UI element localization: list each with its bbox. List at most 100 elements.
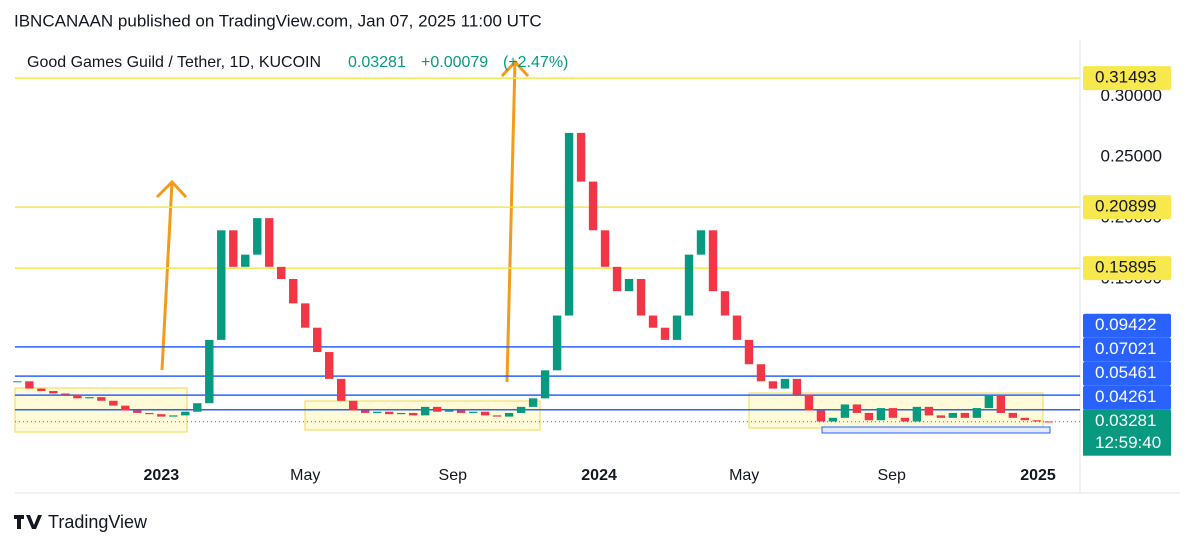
candle <box>13 381 22 383</box>
last-price-badge <box>1083 409 1171 456</box>
candle <box>337 378 346 401</box>
candle <box>804 394 814 411</box>
candle <box>576 132 586 182</box>
candle <box>73 394 82 399</box>
x-tick-label: Sep <box>439 467 468 484</box>
logo <box>14 515 42 529</box>
candle <box>61 393 70 395</box>
candle <box>540 370 550 399</box>
level-label: 0.20899 <box>1095 197 1156 216</box>
x-tick-label: 2023 <box>144 467 180 484</box>
candle <box>528 398 538 407</box>
candle <box>384 411 394 415</box>
candle <box>169 415 178 417</box>
last-price-label: 0.03281 <box>1095 411 1156 430</box>
brand: TradingView <box>48 512 148 532</box>
candle <box>217 230 226 340</box>
candle <box>145 412 154 415</box>
candle <box>504 412 514 417</box>
candle <box>564 132 574 316</box>
candle <box>361 410 370 413</box>
candle <box>121 405 130 411</box>
candle <box>157 414 166 417</box>
candle <box>960 412 970 418</box>
x-tick-label: Sep <box>877 467 906 484</box>
legend: Good Games Guild / Tether, 1D, KUCOIN 0.… <box>27 54 568 71</box>
level-label: 0.15895 <box>1095 258 1156 277</box>
candle <box>396 412 406 415</box>
candle <box>768 381 778 389</box>
candle <box>85 397 94 399</box>
level-label: 0.04261 <box>1095 387 1156 406</box>
x-tick-label: 2025 <box>1020 467 1056 484</box>
candle <box>492 415 502 417</box>
candle <box>972 408 982 418</box>
candle <box>660 327 670 340</box>
candle <box>193 403 202 412</box>
candle <box>756 364 766 382</box>
level-badge <box>1083 313 1171 338</box>
candle <box>133 410 142 413</box>
level-label: 0.05461 <box>1095 363 1156 382</box>
candle <box>816 410 826 422</box>
candle <box>708 230 718 292</box>
candle <box>181 411 190 416</box>
candle <box>516 406 526 413</box>
countdown: 12:59:40 <box>1095 433 1161 452</box>
last-price: 0.03281 <box>348 54 406 71</box>
candle <box>744 339 754 365</box>
candle <box>924 406 934 416</box>
candle <box>696 230 706 255</box>
candle <box>780 378 790 389</box>
candle <box>1020 417 1030 421</box>
change-pct: (+2.47%) <box>503 54 568 71</box>
range-box <box>304 400 541 431</box>
candle <box>1032 420 1042 422</box>
candle <box>672 315 682 340</box>
candle <box>588 181 598 231</box>
candle <box>828 417 838 422</box>
candle <box>25 381 34 389</box>
arrow <box>155 179 188 371</box>
x-tick-label: May <box>729 467 759 484</box>
candle <box>936 415 946 418</box>
candle <box>732 315 742 340</box>
level-badge <box>1083 66 1171 91</box>
candle <box>1044 421 1054 423</box>
candle <box>900 417 910 422</box>
candle <box>432 406 442 412</box>
level-badge <box>1083 337 1171 362</box>
candle <box>229 230 238 267</box>
candle <box>313 327 322 353</box>
candle <box>636 279 646 316</box>
level-badge <box>1083 256 1171 281</box>
candle <box>864 412 874 421</box>
candle <box>912 406 922 422</box>
candle <box>372 411 382 413</box>
arrow <box>500 59 530 383</box>
candle <box>648 315 658 328</box>
candle <box>948 412 958 418</box>
level-label: 0.31493 <box>1095 68 1156 87</box>
y-tick-label: 0.30000 <box>1101 86 1162 105</box>
candle <box>97 397 106 401</box>
candle <box>444 410 454 412</box>
range-box <box>821 426 1051 434</box>
level-label: 0.09422 <box>1095 315 1156 334</box>
level-badge <box>1083 195 1171 220</box>
x-tick-label: May <box>290 467 320 484</box>
candle <box>420 406 430 416</box>
candle <box>984 395 994 409</box>
candle <box>301 303 310 328</box>
candle <box>1008 412 1018 418</box>
level-badge <box>1083 385 1171 410</box>
candle <box>888 408 898 418</box>
footer: TradingView <box>14 512 148 532</box>
candle <box>612 266 622 292</box>
candle <box>792 378 802 395</box>
candle <box>552 315 562 371</box>
y-tick-label: 0.25000 <box>1101 147 1162 166</box>
candle <box>876 408 886 421</box>
